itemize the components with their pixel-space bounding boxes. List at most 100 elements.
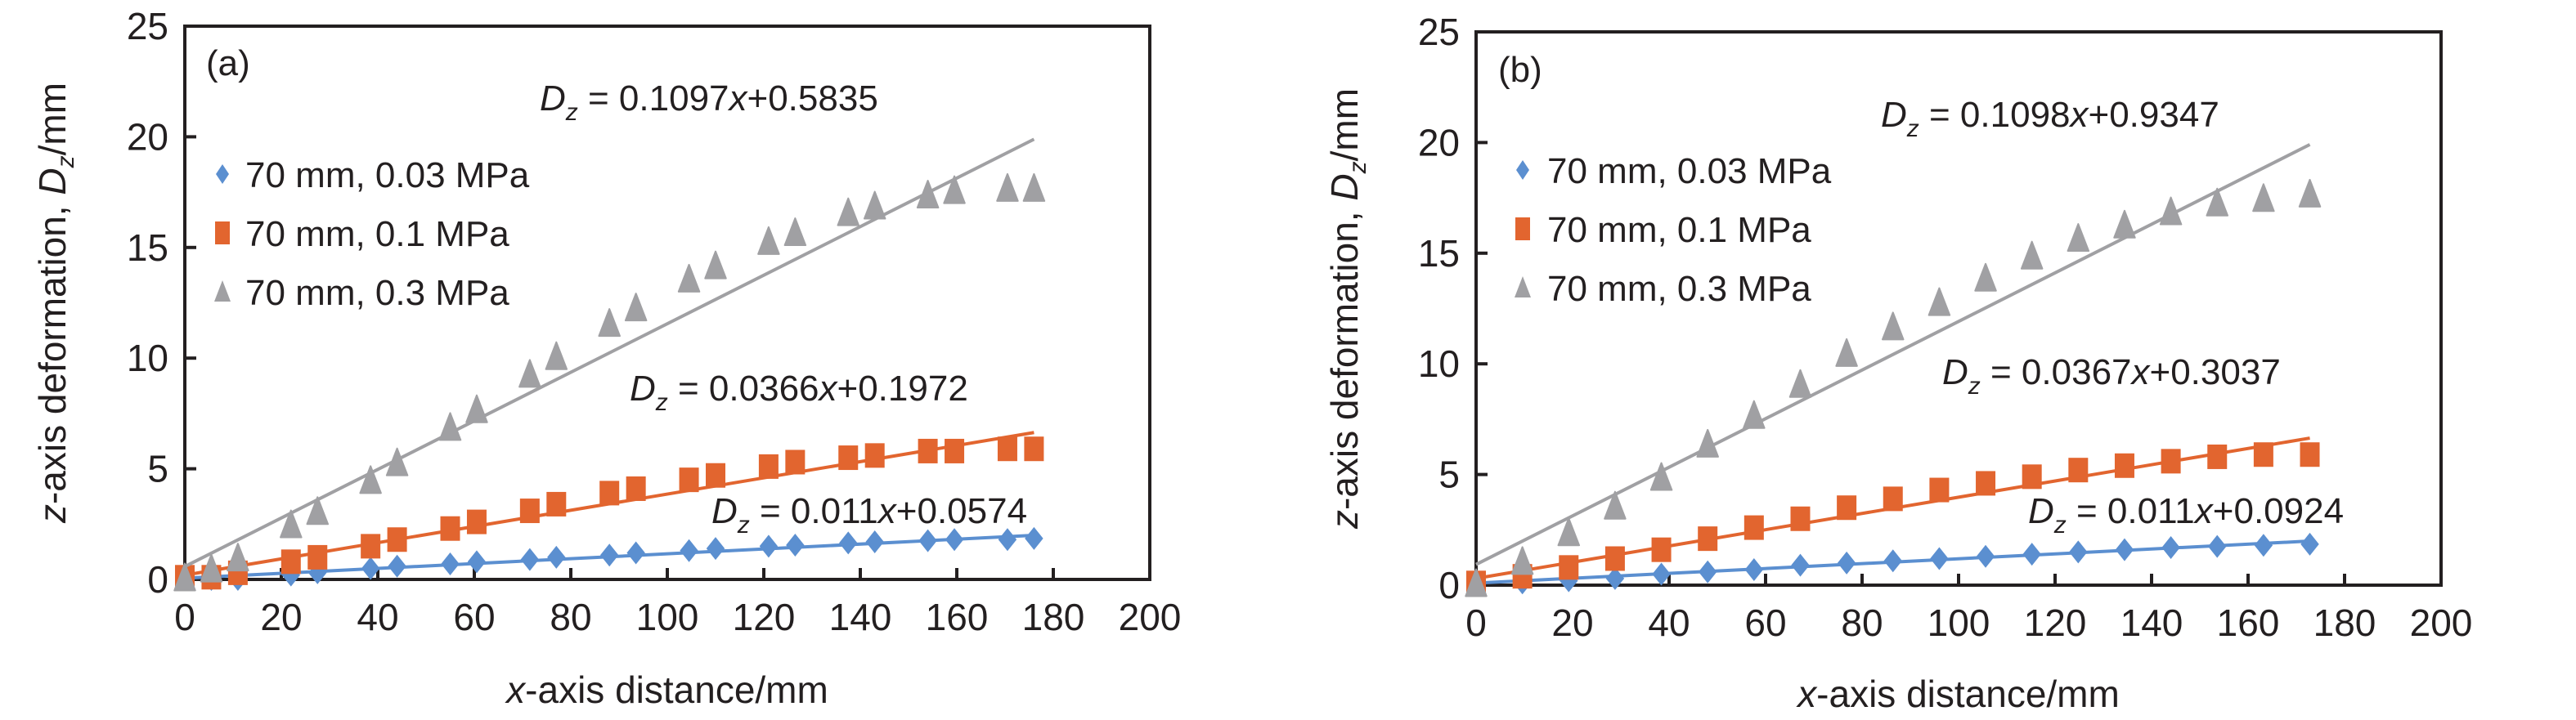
x-tick-label: 180 — [2313, 601, 2376, 644]
data-point-square — [758, 454, 779, 479]
data-point-diamond — [2161, 535, 2180, 559]
data-point-diamond — [1652, 562, 1671, 586]
data-point-triangle — [1882, 311, 1905, 341]
legend-triangle-icon — [1515, 276, 1531, 297]
data-point-square — [997, 436, 1017, 462]
x-tick-label: 80 — [1841, 601, 1883, 644]
x-tick-label: 200 — [1119, 596, 1182, 638]
data-point-triangle — [2067, 223, 2090, 253]
data-point-diamond — [706, 537, 725, 561]
data-point-square — [1790, 506, 1811, 531]
data-point-diamond — [839, 531, 858, 555]
data-point-triangle — [2206, 187, 2228, 217]
data-point-square — [2300, 442, 2320, 467]
data-point-square — [785, 449, 806, 475]
y-axis-title: z-axis deformation, Dz/mm — [31, 83, 79, 524]
data-point-diamond — [2300, 532, 2319, 556]
data-point-triangle — [173, 562, 196, 592]
x-axis-title: x-axis distance/mm — [505, 669, 828, 711]
data-point-triangle — [1022, 172, 1046, 202]
data-point-square — [864, 443, 885, 468]
legend-square-icon — [1515, 217, 1530, 240]
data-point-triangle — [863, 190, 886, 220]
trend-equation-triangle: Dz = 0.1097x+0.5835 — [540, 78, 878, 126]
data-point-triangle — [704, 250, 727, 280]
data-point-diamond — [2115, 538, 2134, 561]
data-point-diamond — [918, 529, 937, 552]
x-tick-label: 140 — [829, 596, 892, 638]
data-point-diamond — [547, 545, 566, 569]
x-tick-label: 180 — [1022, 596, 1085, 638]
data-point-triangle — [783, 217, 807, 247]
legend-diamond-icon — [216, 164, 229, 184]
y-tick-label: 25 — [127, 5, 168, 47]
data-point-diamond — [1699, 560, 1717, 584]
x-tick-label: 0 — [1465, 601, 1487, 644]
legend-label: 70 mm, 0.1 MPa — [1547, 210, 1811, 250]
legend-label: 70 mm, 0.3 MPa — [1547, 269, 1811, 309]
data-point-diamond — [1025, 526, 1043, 550]
data-point-diamond — [1883, 549, 1902, 573]
data-point-triangle — [1649, 462, 1673, 491]
data-point-square — [2253, 442, 2273, 467]
x-tick-label: 60 — [1744, 601, 1786, 644]
data-point-triangle — [757, 226, 780, 255]
panel-label: (b) — [1498, 50, 1542, 90]
y-tick-label: 5 — [147, 448, 168, 490]
data-point-triangle — [438, 412, 462, 441]
x-tick-label: 140 — [2120, 601, 2183, 644]
data-point-square — [626, 476, 646, 501]
data-point-diamond — [361, 557, 380, 580]
data-point-square — [1929, 477, 1950, 503]
data-point-diamond — [786, 534, 805, 557]
data-point-diamond — [865, 530, 884, 553]
data-point-square — [1976, 471, 1996, 496]
chart-panel-a: 0 5 10 15 20 25 0 20 40 60 80 100 120 140 160 180 200 x-a… — [31, 5, 1181, 711]
data-point-square — [2022, 464, 2042, 490]
data-point-square — [706, 463, 725, 488]
data-point-square — [1651, 537, 1672, 562]
legend-square-icon — [215, 221, 230, 244]
series-square — [175, 431, 1044, 590]
data-point-triangle — [1835, 338, 1858, 367]
data-point-square — [918, 438, 938, 463]
data-point-triangle — [1743, 400, 1766, 429]
data-point-square — [280, 549, 301, 575]
data-point-triangle — [624, 293, 648, 322]
x-tick-label: 20 — [1551, 601, 1593, 644]
data-point-square — [1559, 555, 1579, 580]
y-tick-label: 25 — [1418, 11, 1460, 53]
panel-label: (a) — [206, 43, 250, 83]
series-triangle — [173, 137, 1046, 592]
data-point-triangle — [1604, 490, 1627, 520]
trend-equation-diamond: Dz = 0.011x+0.0924 — [2028, 491, 2344, 539]
x-tick-label: 40 — [357, 596, 398, 638]
legend-item: 70 mm, 0.3 MPa — [214, 273, 509, 313]
data-point-square — [945, 438, 965, 463]
data-point-diamond — [600, 543, 619, 567]
y-tick-label: 15 — [127, 226, 168, 269]
data-point-triangle — [359, 465, 382, 494]
data-point-triangle — [465, 394, 488, 423]
legend-item: 70 mm, 0.1 MPa — [1515, 210, 1811, 250]
data-point-triangle — [280, 509, 303, 539]
data-point-square — [1744, 515, 1764, 540]
data-point-square — [2114, 453, 2134, 478]
data-point-square — [387, 527, 407, 552]
data-point-triangle — [2252, 183, 2275, 212]
legend-item: 70 mm, 0.03 MPa — [1516, 151, 1832, 191]
data-point-diamond — [1744, 558, 1764, 582]
data-point-diamond — [1976, 544, 1995, 568]
data-point-triangle — [227, 543, 249, 572]
data-point-diamond — [1930, 547, 1949, 570]
trend-equation-diamond: Dz = 0.011x+0.0574 — [711, 491, 1027, 539]
data-point-triangle — [385, 447, 409, 476]
data-point-diamond — [520, 548, 540, 571]
data-point-square — [1604, 546, 1625, 571]
data-point-triangle — [545, 341, 568, 370]
data-point-triangle — [2159, 196, 2183, 226]
y-tick-label: 5 — [1438, 454, 1460, 496]
y-tick-label: 10 — [127, 337, 168, 379]
legend-label: 70 mm, 0.1 MPa — [245, 214, 509, 254]
